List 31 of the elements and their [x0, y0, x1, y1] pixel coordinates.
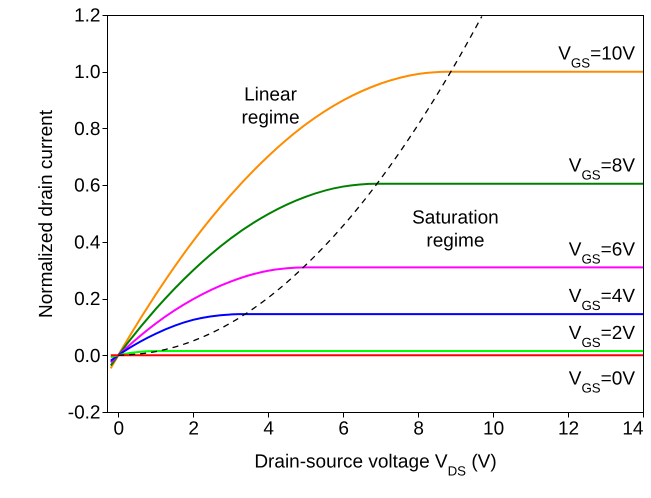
y-tick-label: -0.2 [68, 402, 100, 424]
series-label: V$_{GS}$=0V [568, 368, 636, 395]
annotation: Saturation regime [412, 207, 499, 252]
line-series [110, 182, 643, 366]
x-tick-label: 12 [558, 418, 580, 440]
line-series [110, 313, 643, 362]
x-tick-label: 6 [338, 418, 349, 440]
y-tick-label: 1.0 [74, 62, 100, 84]
annotation: Linear regime [241, 84, 300, 128]
x-tick-label: 8 [413, 418, 424, 440]
line-series [110, 350, 643, 358]
series-label: V$_{GS}$=4V [568, 286, 636, 313]
y-tick-label: 0.8 [74, 118, 100, 140]
y-tick-label: 0.2 [74, 289, 100, 310]
x-axis-title: Drain-source voltage V$_{DS}$ (V) [254, 452, 497, 478]
x-tick-label: 10 [483, 418, 504, 440]
line-series [110, 266, 643, 364]
y-tick-label: 0.6 [74, 176, 100, 197]
line-series [110, 70, 643, 370]
series-label: V$_{GS}$=6V [568, 239, 636, 266]
series-label: V$_{GS}$=2V [568, 323, 636, 350]
x-tick-label: 4 [263, 418, 274, 440]
x-tick-label: 0 [113, 418, 124, 440]
y-tick-label: 1.2 [74, 6, 100, 26]
series-label: V$_{GS}$=10V [558, 44, 636, 70]
y-axis-title: Normalized drain current [36, 109, 57, 318]
y-tick-label: 0.4 [74, 232, 101, 254]
x-tick-label: 14 [622, 418, 644, 440]
series-label: V$_{GS}$=8V [568, 156, 636, 182]
x-tick-label: 2 [188, 418, 199, 440]
y-tick-label: 0.0 [74, 346, 100, 367]
